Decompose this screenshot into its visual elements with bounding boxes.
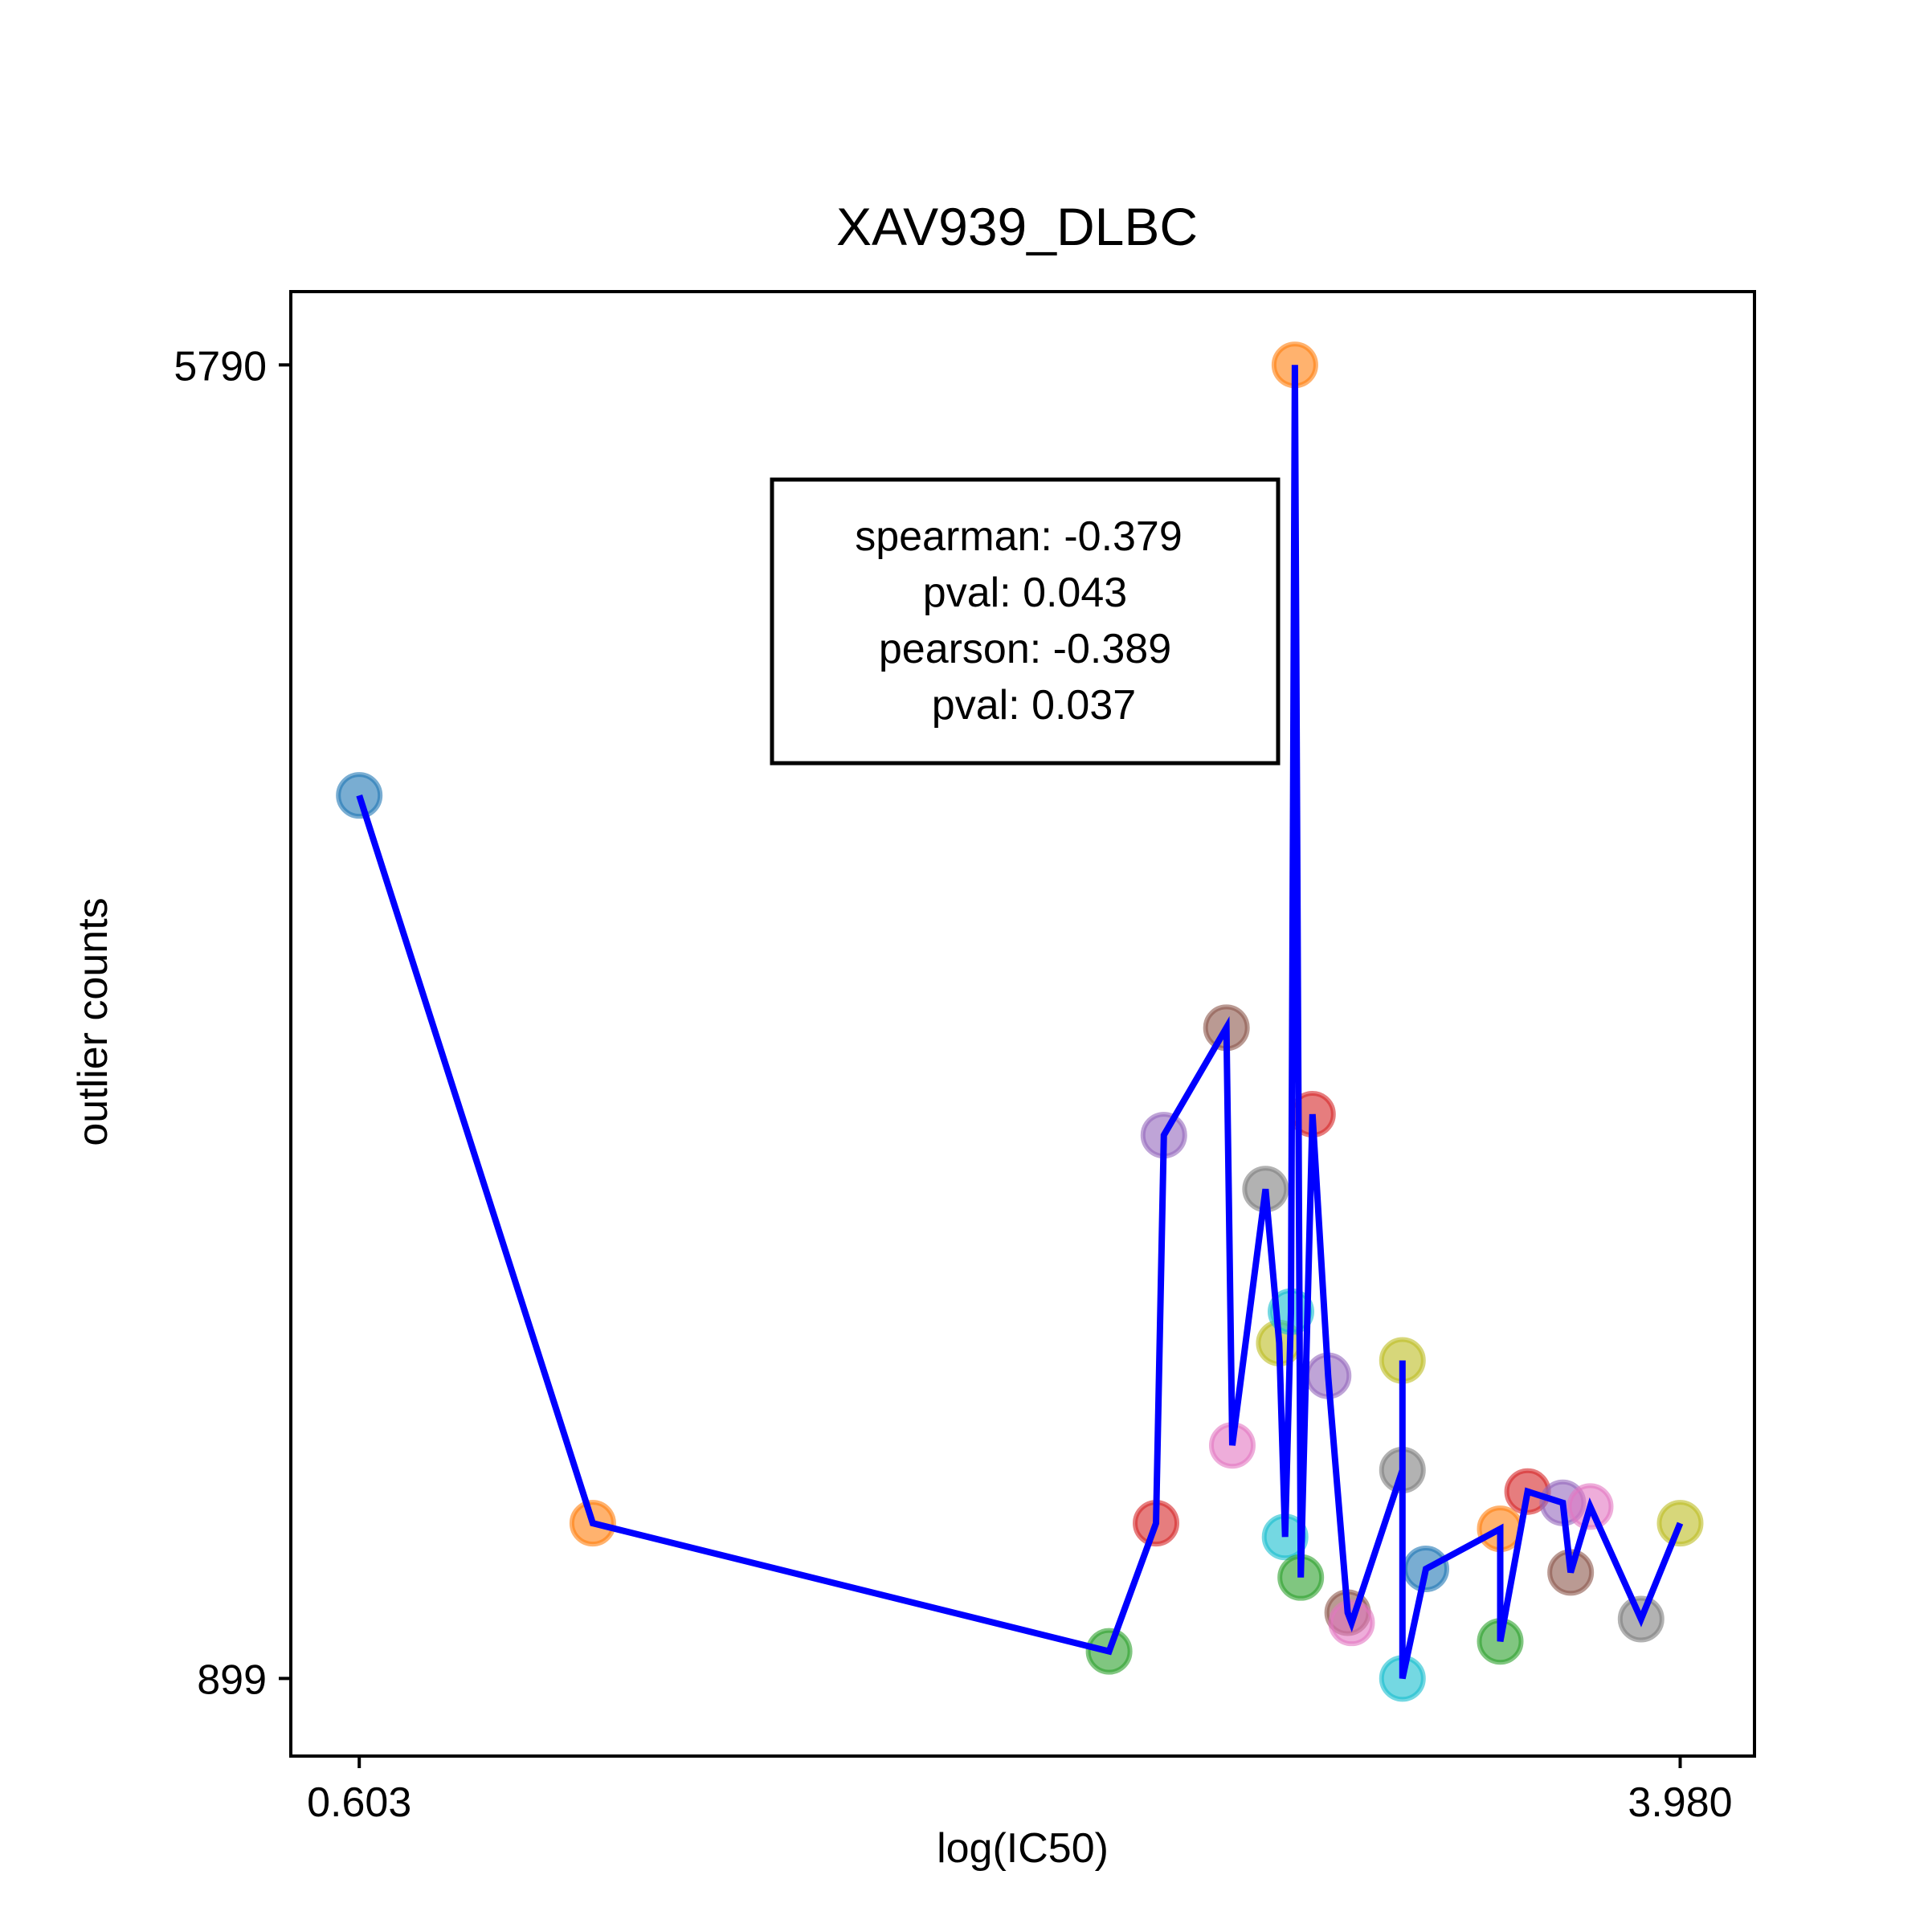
- x-axis-label: log(IC50): [937, 1825, 1109, 1872]
- x-tick-label-0: 0.603: [307, 1779, 411, 1826]
- stats-box-frame: [770, 477, 1281, 766]
- stats-spearman: spearman: -0.379: [855, 513, 1183, 560]
- chart-title: XAV939_DLBC: [836, 197, 1198, 256]
- x-axis-ticks: 0.603 3.980: [307, 1756, 1733, 1826]
- plot-area-frame: [289, 290, 1756, 1758]
- y-tick-label-1: 5790: [174, 343, 267, 390]
- y-axis-label: outlier counts: [70, 897, 116, 1146]
- stats-spearman-pval: pval: 0.043: [923, 570, 1127, 616]
- stats-pearson: pearson: -0.389: [879, 626, 1171, 672]
- x-tick-label-1: 3.980: [1628, 1779, 1732, 1826]
- correlation-stats-box: spearman: -0.379 pval: 0.043 pearson: -0…: [770, 477, 1281, 766]
- series-line: [356, 365, 1684, 1680]
- y-axis-ticks: 899 5790: [174, 343, 291, 1703]
- stats-pearson-pval: pval: 0.037: [932, 682, 1136, 729]
- y-tick-label-0: 899: [197, 1656, 267, 1703]
